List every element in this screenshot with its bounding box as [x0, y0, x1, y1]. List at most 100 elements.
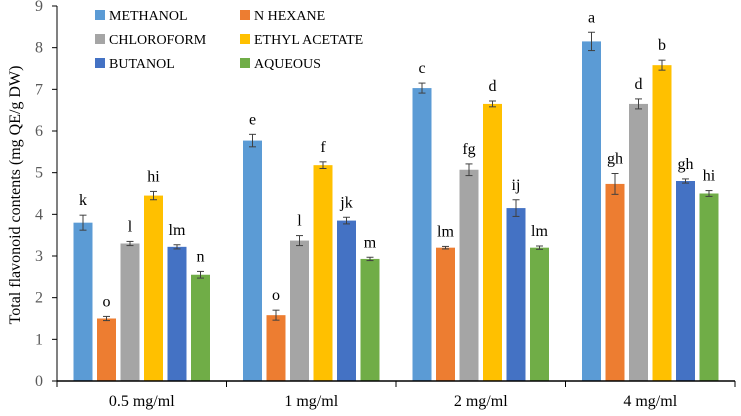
error-bar	[150, 190, 157, 201]
significance-letter: b	[658, 37, 666, 54]
bar-butanol	[337, 220, 356, 381]
significance-letter: lm	[169, 222, 186, 239]
error-bar	[343, 216, 350, 225]
legend-swatch	[95, 34, 105, 44]
bar-butanol	[676, 181, 695, 381]
bar-aqueous	[530, 247, 549, 381]
legend-label: N HEXANE	[254, 9, 325, 24]
x-tick-label: 0.5 mg/ml	[109, 393, 175, 410]
error-bar	[103, 315, 110, 322]
legend-label: METHANOL	[109, 9, 188, 24]
error-bar	[658, 59, 666, 71]
significance-letter: k	[79, 192, 87, 209]
significance-letter: l	[128, 218, 133, 235]
y-tick-label: 3	[35, 248, 43, 265]
bar-methanol	[73, 222, 93, 381]
y-tick-label: 7	[35, 81, 43, 98]
x-axis: 0.5 mg/ml 1 mg/ml 2 mg/ml 4 mg/ml	[56, 380, 736, 410]
y-tick-label: 1	[35, 331, 43, 348]
legend-swatch	[240, 10, 250, 20]
y-tick-label: 4	[35, 206, 43, 223]
error-bar	[489, 100, 496, 108]
y-tick-label: 8	[35, 40, 43, 57]
significance-letter: lm	[437, 223, 454, 240]
x-tick-label: 4 mg/ml	[623, 393, 677, 410]
error-bar	[635, 98, 642, 110]
legend-item: CHLOROFORM	[95, 33, 207, 48]
significance-letter: e	[249, 111, 256, 128]
significance-letter: d	[635, 76, 643, 93]
bar-methanol	[582, 41, 601, 382]
significance-letter: d	[489, 78, 497, 95]
x-tick-label: 2 mg/ml	[454, 393, 508, 410]
significance-letter: c	[418, 60, 425, 77]
y-tick-label: 2	[35, 290, 43, 307]
bar-chloroform	[290, 240, 309, 381]
legend-swatch	[95, 10, 105, 20]
bar-n-hexane	[266, 315, 286, 381]
bar-butanol	[506, 208, 526, 381]
legend-item: AQUEOUS	[240, 57, 321, 72]
legend-label: AQUEOUS	[254, 57, 321, 72]
y-tick-label: 9	[35, 0, 43, 15]
bar-ethyl-acetate	[313, 165, 333, 381]
legend-item: METHANOL	[95, 9, 188, 24]
significance-letter: o	[272, 287, 280, 304]
error-bar	[296, 235, 303, 247]
significance-letter: gh	[678, 156, 694, 173]
y-tick-label: 0	[35, 373, 43, 390]
error-bar	[588, 31, 595, 52]
legend-label: BUTANOL	[109, 57, 175, 72]
significance-letter: hi	[147, 168, 160, 185]
bar-aqueous	[360, 258, 380, 381]
error-bar	[366, 256, 374, 262]
error-bar	[272, 309, 280, 321]
error-bar	[442, 245, 449, 250]
bar-n-hexane	[97, 318, 116, 381]
significance-letter: jk	[339, 194, 352, 211]
y-axis: 0 1 2 3 4 5 6 7 8 9	[35, 0, 58, 390]
y-tick-label: 6	[35, 123, 43, 140]
error-bar	[465, 163, 473, 177]
significance-letter: a	[588, 9, 595, 26]
bar-ethyl-acetate	[483, 103, 502, 382]
legend: METHANOL N HEXANE CHLOROFORM ETHYL ACETATE B…	[95, 9, 363, 72]
legend-label: ETHYL ACETATE	[254, 33, 363, 48]
legend-item: BUTANOL	[95, 57, 175, 72]
error-bar	[197, 270, 204, 279]
bar-chloroform	[459, 169, 479, 381]
significance-letter: lm	[531, 223, 548, 240]
y-tick-label: 5	[35, 165, 43, 182]
bar-chloroform	[120, 243, 140, 381]
bar-methanol	[243, 140, 262, 381]
bar-ethyl-acetate	[144, 195, 163, 381]
error-bar	[173, 244, 181, 250]
x-tick-label: 1 mg/ml	[284, 393, 338, 410]
bar-n-hexane	[605, 183, 625, 381]
error-bar	[611, 173, 619, 195]
significance-letter: hi	[703, 168, 716, 185]
error-bar	[705, 190, 713, 197]
error-bar	[79, 214, 87, 231]
error-bar	[512, 199, 520, 217]
y-axis-label: Total flavonoid contents (mg QE/g DW)	[7, 66, 24, 325]
significance-letter: f	[320, 139, 326, 156]
bar-butanol	[167, 246, 187, 381]
significance-letter: gh	[607, 151, 623, 168]
bar-n-hexane	[436, 247, 455, 381]
legend-label: CHLOROFORM	[109, 33, 207, 48]
bar-aqueous	[191, 274, 210, 381]
significance-letter: o	[103, 293, 111, 310]
legend-item: ETHYL ACETATE	[240, 33, 363, 48]
significance-letter: n	[197, 248, 205, 265]
legend-swatch	[240, 34, 250, 44]
legend-item: N HEXANE	[240, 9, 325, 24]
error-bar	[319, 161, 327, 169]
error-bar	[126, 240, 134, 247]
legend-swatch	[95, 58, 105, 68]
significance-letter: m	[364, 234, 377, 251]
bar-chloroform	[629, 103, 648, 382]
significance-letter: ij	[512, 177, 521, 194]
